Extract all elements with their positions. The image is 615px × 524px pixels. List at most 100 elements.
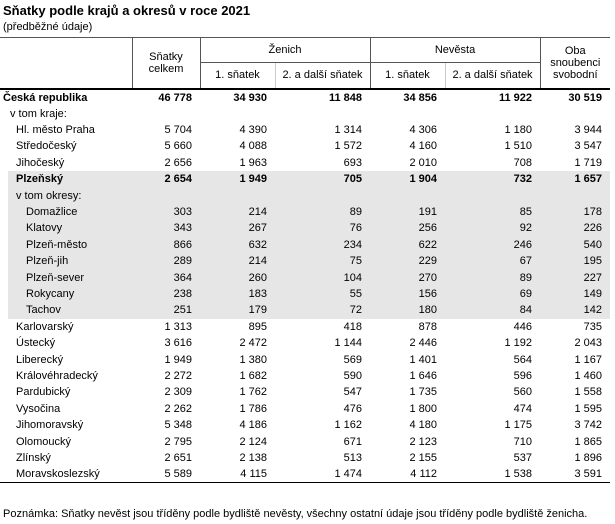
row-label: Jihočeský bbox=[16, 156, 65, 169]
value-cell: 547 bbox=[343, 386, 362, 399]
header-cell: Sňatky celkem bbox=[131, 37, 200, 89]
value-cell: 2 651 bbox=[164, 451, 192, 464]
row-label: Královéhradecký bbox=[16, 369, 98, 382]
value-cell: 569 bbox=[343, 353, 362, 366]
value-cell: 2 472 bbox=[239, 337, 267, 350]
value-cell: 11 922 bbox=[498, 91, 533, 104]
value-cell: 1 719 bbox=[574, 156, 603, 169]
row-label: Olomoucký bbox=[16, 435, 72, 448]
table-row: Plzeňský 2 654 1 949 705 1 904 732 1 657 bbox=[0, 171, 611, 188]
table-row: Domažlice 303 214 89 191 85 178 bbox=[0, 203, 611, 221]
value-cell: 446 bbox=[513, 320, 533, 333]
empty-cell bbox=[370, 106, 445, 122]
value-cell: 178 bbox=[540, 203, 611, 221]
value-cell: 191 bbox=[370, 203, 445, 221]
value-cell: 214 bbox=[200, 253, 275, 270]
table-row: Olomoucký 2 795 2 124 671 2 123 710 1 865 bbox=[0, 433, 610, 449]
title: Sňatky podle krajů a okresů v roce 2021 bbox=[3, 3, 251, 18]
value-cell: 1 572 bbox=[334, 140, 362, 153]
value-cell: 2 309 bbox=[164, 386, 192, 399]
value-cell: 260 bbox=[200, 269, 275, 286]
value-cell: 474 bbox=[513, 402, 533, 415]
value-cell: 183 bbox=[200, 285, 275, 303]
row-label: Karlovarský bbox=[16, 320, 74, 333]
row-label: Jihomoravský bbox=[16, 419, 84, 432]
row-label: Liberecký bbox=[16, 353, 64, 366]
value-cell: 622 bbox=[370, 236, 445, 254]
value-cell: 238 bbox=[132, 285, 200, 303]
row-label: Moravskoslezský bbox=[16, 468, 100, 481]
empty-cell bbox=[445, 187, 541, 204]
value-cell: 1 762 bbox=[239, 386, 267, 399]
value-cell: 55 bbox=[275, 285, 370, 303]
value-cell: 46 778 bbox=[158, 91, 192, 104]
value-cell: 2 123 bbox=[409, 435, 437, 448]
empty-cell bbox=[132, 187, 200, 204]
value-cell: 710 bbox=[513, 435, 533, 448]
value-cell: 1 657 bbox=[540, 171, 611, 188]
value-cell: 1 167 bbox=[574, 353, 603, 366]
value-cell: 1 682 bbox=[239, 369, 267, 382]
value-cell: 226 bbox=[540, 220, 611, 237]
row-label: Plzeň-sever bbox=[0, 269, 132, 286]
row-label: Ústecký bbox=[16, 337, 56, 350]
value-cell: 1 314 bbox=[334, 124, 362, 137]
value-cell: 69 bbox=[445, 285, 541, 303]
value-cell: 1 380 bbox=[239, 353, 267, 366]
value-cell: 4 306 bbox=[409, 124, 437, 137]
table-row: Moravskoslezský 5 589 4 115 1 474 4 112 1 538… bbox=[0, 466, 610, 483]
row-label: Česká republika bbox=[3, 91, 88, 104]
value-cell: 34 856 bbox=[403, 91, 437, 104]
footnote: Poznámka: Sňatky nevěst jsou tříděny pod… bbox=[3, 508, 588, 520]
table-row: Tachov 251 179 72 180 84 142 bbox=[0, 302, 611, 319]
value-cell: 1 460 bbox=[574, 369, 603, 382]
value-cell: 1 538 bbox=[504, 468, 533, 481]
value-cell: 735 bbox=[583, 320, 603, 333]
header-cell: 1. sňatek bbox=[369, 62, 445, 89]
empty-cell bbox=[132, 106, 200, 122]
value-cell: 195 bbox=[540, 253, 611, 270]
value-cell: 4 088 bbox=[239, 140, 267, 153]
header-cell: 2. a další sňatek bbox=[444, 62, 541, 89]
table-row: Klatovy 343 267 76 256 92 226 bbox=[0, 220, 611, 237]
value-cell: 156 bbox=[370, 285, 445, 303]
value-cell: 270 bbox=[370, 269, 445, 286]
value-cell: 1 175 bbox=[504, 419, 533, 432]
value-cell: 76 bbox=[275, 220, 370, 237]
empty-cell bbox=[540, 187, 611, 204]
row-label: Vysočina bbox=[16, 402, 61, 415]
row-label: Plzeň-jih bbox=[0, 253, 132, 270]
table-row: Vysočina 2 262 1 786 476 1 800 474 1 595 bbox=[0, 401, 610, 417]
value-cell: 418 bbox=[343, 320, 362, 333]
value-cell: 590 bbox=[343, 369, 362, 382]
empty-cell bbox=[275, 106, 370, 122]
table-row: Ústecký 3 616 2 472 1 144 2 446 1 192 2 043 bbox=[0, 335, 610, 351]
value-cell: 4 115 bbox=[240, 468, 267, 481]
value-cell: 4 390 bbox=[239, 124, 267, 137]
value-cell: 2 272 bbox=[164, 369, 192, 382]
value-cell: 256 bbox=[370, 220, 445, 237]
value-cell: 878 bbox=[418, 320, 437, 333]
row-label: Rokycany bbox=[0, 285, 132, 303]
value-cell: 1 144 bbox=[334, 337, 362, 350]
value-cell: 560 bbox=[513, 386, 533, 399]
value-cell: 1 162 bbox=[334, 419, 362, 432]
empty-cell bbox=[200, 106, 275, 122]
value-cell: 1 904 bbox=[370, 171, 445, 188]
empty-cell bbox=[200, 187, 275, 204]
value-cell: 866 bbox=[132, 236, 200, 254]
value-cell: 708 bbox=[513, 156, 533, 169]
table-row: Zlínský 2 651 2 138 513 2 155 537 1 896 bbox=[0, 450, 610, 466]
value-cell: 1 896 bbox=[574, 451, 603, 464]
value-cell: 1 800 bbox=[409, 402, 437, 415]
value-cell: 30 519 bbox=[568, 91, 603, 104]
table-row: Jihomoravský 5 348 4 186 1 162 4 180 1 175 3 7… bbox=[0, 417, 610, 433]
table-row: Jihočeský 2 656 1 963 693 2 010 708 1 719 bbox=[0, 155, 610, 171]
value-cell: 229 bbox=[370, 253, 445, 270]
table-row: Plzeň-jih 289 214 75 229 67 195 bbox=[0, 253, 611, 270]
header-cell bbox=[0, 37, 132, 89]
header-cell: 2. a další sňatek bbox=[274, 62, 370, 89]
value-cell: 364 bbox=[132, 269, 200, 286]
value-cell: 671 bbox=[343, 435, 362, 448]
